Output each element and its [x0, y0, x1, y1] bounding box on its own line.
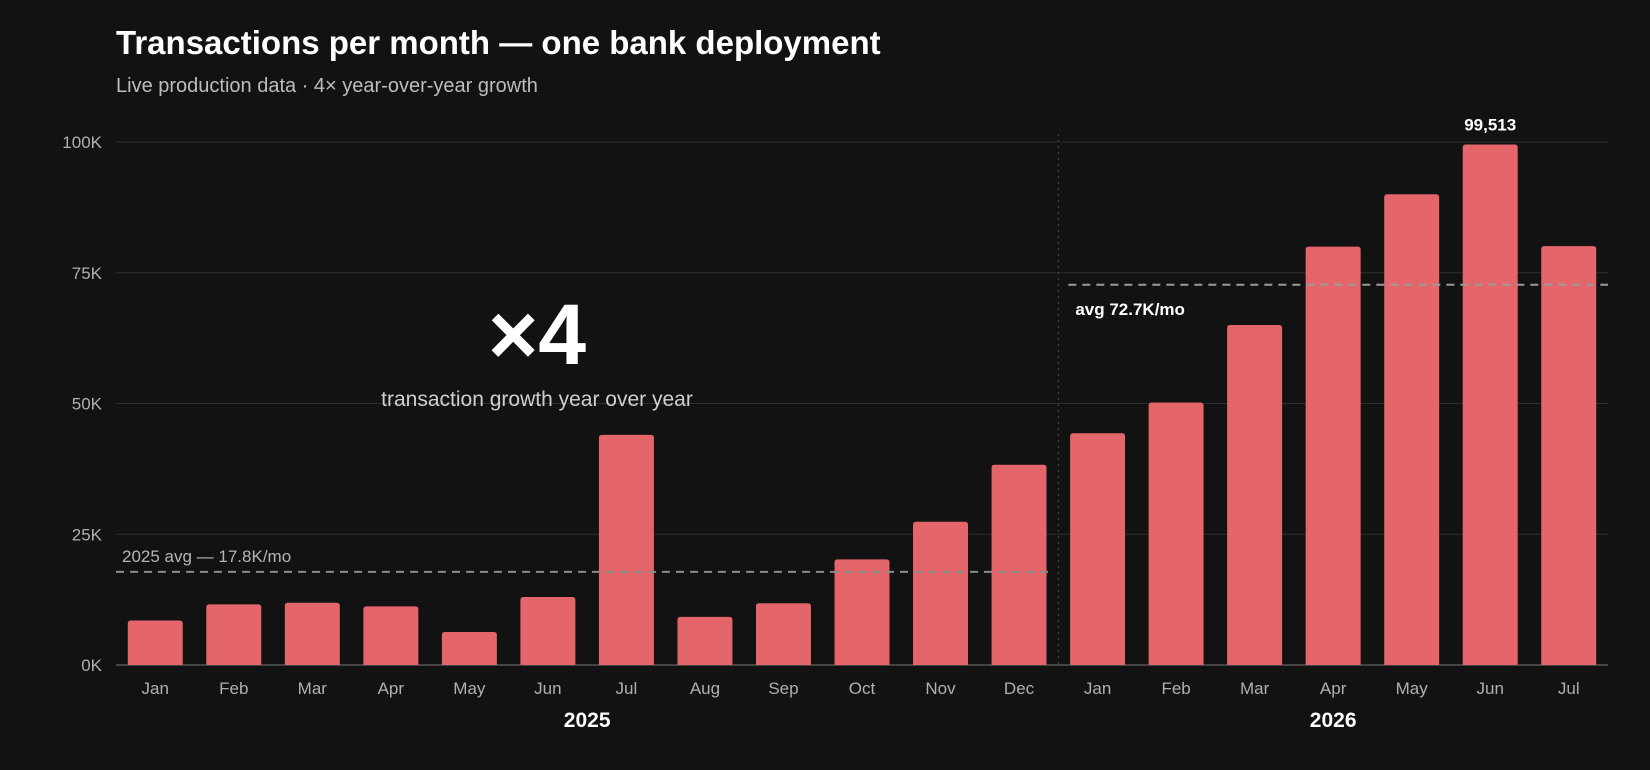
- y-tick-label: 25K: [72, 525, 103, 544]
- year-label: 2026: [1310, 709, 1357, 732]
- bar: [598, 434, 654, 665]
- x-tick-label: Oct: [849, 679, 876, 698]
- x-axis: Jan Feb Mar Apr May Jun Jul Aug Sep Oct Nov Dec Jan F…: [142, 679, 1580, 732]
- year-label: 2025: [564, 709, 611, 732]
- x-tick-label: May: [453, 679, 486, 698]
- growth-callout: ×4 transaction growth year over year: [381, 287, 693, 411]
- x-tick-label: Apr: [378, 679, 405, 698]
- x-tick-label: Mar: [1240, 679, 1270, 698]
- growth-caption: transaction growth year over year: [381, 388, 693, 411]
- y-tick-label: 100K: [62, 133, 102, 152]
- y-axis: 0K 25K 50K 75K 100K: [62, 133, 102, 675]
- bar: [1462, 144, 1518, 666]
- x-tick-label: Feb: [1161, 679, 1190, 698]
- bar: [991, 464, 1047, 665]
- bar: [1541, 246, 1597, 665]
- y-tick-label: 75K: [72, 264, 103, 283]
- x-tick-label: Nov: [925, 679, 956, 698]
- chart-subtitle: Live production data · 4× year-over-year…: [116, 75, 538, 97]
- x-tick-label: Aug: [690, 679, 720, 698]
- x-tick-label: Feb: [219, 679, 248, 698]
- bar: [834, 559, 890, 665]
- bar: [127, 620, 183, 665]
- x-tick-label: Jan: [1084, 679, 1111, 698]
- x-tick-label: May: [1396, 679, 1429, 698]
- bar: [1227, 325, 1283, 665]
- x-tick-label: Mar: [298, 679, 328, 698]
- bar: [1384, 194, 1440, 666]
- bar: [677, 616, 733, 665]
- chart-title: Transactions per month — one bank deploy…: [116, 24, 881, 61]
- bar: [913, 521, 969, 665]
- average-lines: 2025 avg — 17.8K/mo avg 72.7K/mo: [116, 283, 1608, 573]
- x-tick-label: Dec: [1004, 679, 1035, 698]
- bar: [1070, 433, 1126, 665]
- bars: 99,513: [127, 116, 1597, 666]
- y-tick-label: 0K: [81, 656, 102, 675]
- bar: [755, 603, 811, 665]
- bar: [284, 602, 340, 665]
- bar: [441, 632, 497, 665]
- x-tick-label: Jun: [1476, 679, 1503, 698]
- avg-label-2025: 2025 avg — 17.8K/mo: [122, 547, 291, 566]
- x-tick-label: Jun: [534, 679, 561, 698]
- bar: [206, 604, 262, 665]
- bar: [1148, 402, 1204, 665]
- x-tick-label: Sep: [768, 679, 798, 698]
- x-tick-label: Jan: [142, 679, 169, 698]
- x-tick-label: Jul: [1558, 679, 1580, 698]
- bar: [1305, 246, 1361, 665]
- bar: [363, 606, 419, 665]
- bar: [520, 597, 576, 665]
- y-tick-label: 50K: [72, 395, 103, 414]
- growth-multiplier: ×4: [488, 287, 586, 383]
- avg-label-2026: avg 72.7K/mo: [1075, 300, 1185, 319]
- x-tick-label: Jul: [616, 679, 638, 698]
- x-tick-label: Apr: [1320, 679, 1347, 698]
- peak-value-label: 99,513: [1464, 116, 1516, 135]
